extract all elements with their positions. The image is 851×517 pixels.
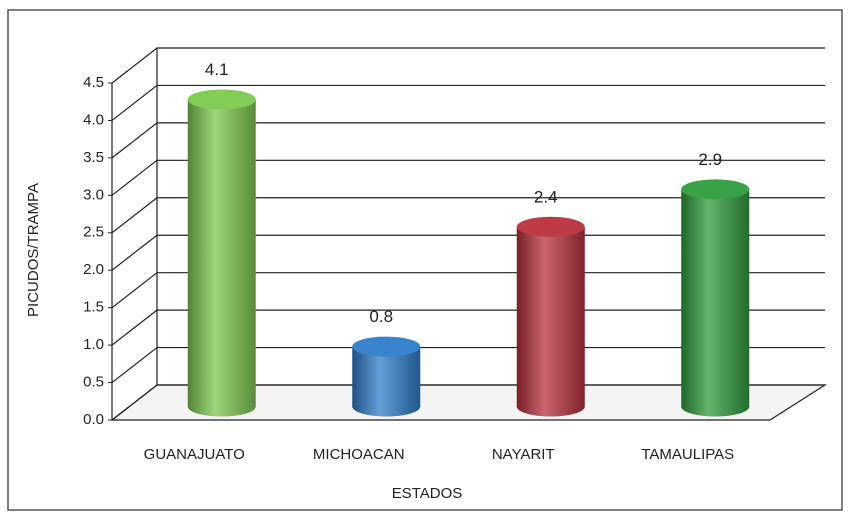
- y-axis-title: PICUDOS/TRAMPA: [25, 183, 42, 317]
- bar-top: [516, 216, 585, 237]
- grid-line: [111, 197, 825, 234]
- x-tick-label: NAYARIT: [492, 446, 555, 463]
- grid-line: [111, 122, 825, 159]
- bar: [681, 189, 750, 407]
- grid-line: [111, 272, 825, 309]
- bar-top: [681, 179, 750, 200]
- grid-line: [111, 384, 825, 421]
- y-tick-label: 3.5: [83, 149, 104, 166]
- bar-top: [187, 89, 256, 110]
- bar-top: [352, 336, 421, 357]
- grid-line: [111, 234, 825, 271]
- x-tick-label: TAMAULIPAS: [641, 446, 734, 463]
- y-tick-label: 4.5: [83, 74, 104, 91]
- grid-line: [111, 346, 825, 384]
- value-label: 2.9: [698, 150, 722, 169]
- x-tick-label: GUANAJUATO: [144, 446, 245, 463]
- y-tick-label: 1.0: [83, 336, 104, 353]
- grid-line: [111, 47, 825, 84]
- y-tick-label: 4.0: [83, 111, 104, 128]
- x-tick-label: MICHOACAN: [313, 446, 405, 463]
- value-label: 4.1: [205, 60, 229, 79]
- y-tick-label: 1.5: [83, 299, 104, 316]
- value-label: 2.4: [534, 187, 558, 206]
- y-tick-label: 0.5: [83, 374, 104, 391]
- grid-line: [111, 309, 825, 346]
- bar: [516, 226, 585, 407]
- grid-line: [111, 84, 825, 121]
- y-tick-label: 2.5: [83, 224, 104, 241]
- y-tick-label: 0.0: [83, 411, 104, 428]
- bar: [187, 99, 256, 407]
- grid-line: [111, 159, 825, 196]
- x-axis-title: ESTADOS: [392, 485, 463, 502]
- value-label: 0.8: [369, 307, 393, 326]
- y-tick-label: 2.0: [83, 261, 104, 278]
- y-tick-label: 3.0: [83, 186, 104, 203]
